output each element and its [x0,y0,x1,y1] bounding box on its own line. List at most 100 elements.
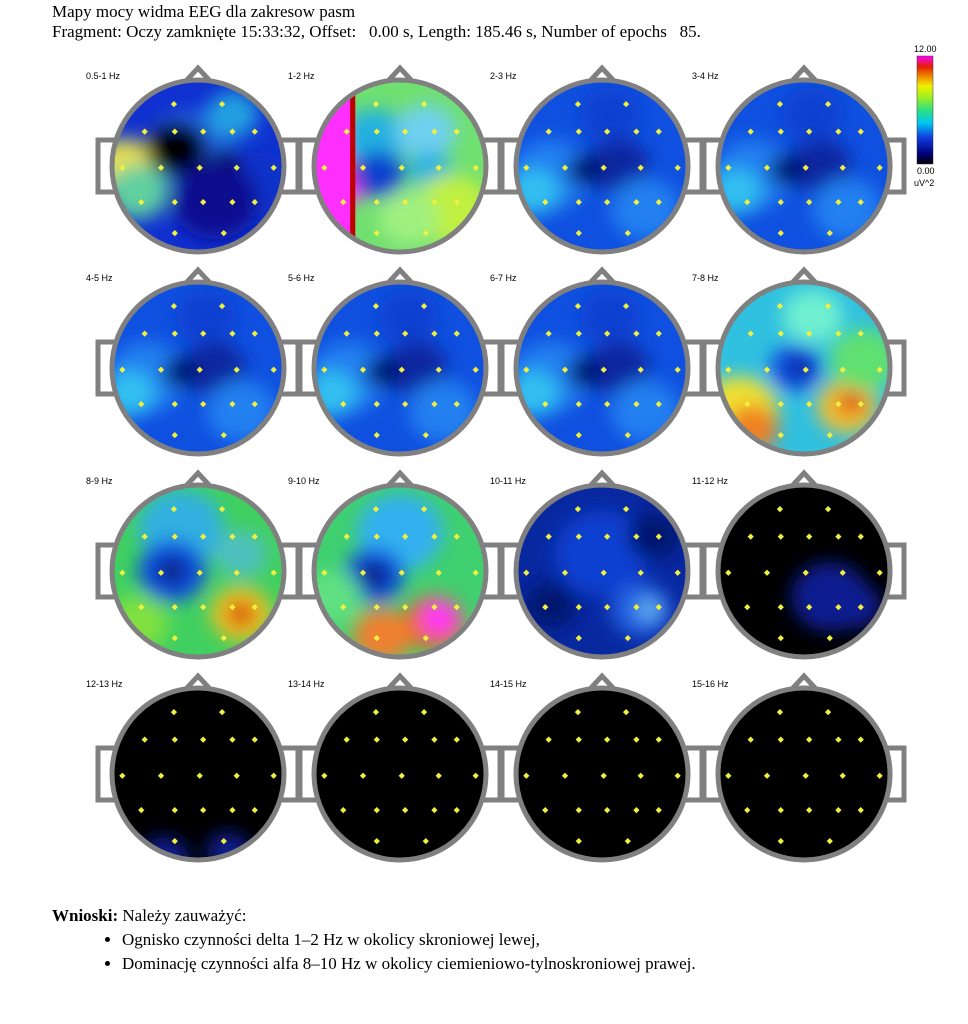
electrode-marker [824,505,832,513]
conclusions-heading: Wnioski: [52,906,119,925]
band-label: 9-10 Hz [288,476,320,486]
electrode-marker [402,401,409,408]
colorbar-min-label: 0.00 [917,166,935,176]
topomap-surface [314,80,486,252]
electrode-marker [196,164,203,171]
electrode-marker [343,128,350,135]
head-outline [311,279,489,457]
topomap-surface [516,80,688,252]
electrode-marker [542,807,549,814]
electrode-marker [835,533,842,540]
left-ear-outline [499,339,520,397]
band-label: 13-14 Hz [288,679,325,689]
electrode-marker [575,604,582,611]
electrode-marker [453,604,460,611]
nose-outline [790,672,818,691]
electrode-marker [575,807,582,814]
electrode-marker [674,569,681,576]
topomap: 1-2 Hz [288,64,503,255]
electrode-marker [574,708,582,716]
conclusions-list: Ognisko czynności delta 1–2 Hz w okolicy… [52,928,932,976]
electrode-marker [744,807,751,814]
left-ear-outline [701,137,722,195]
electrode-marker [876,569,883,576]
electrode-marker [776,505,784,513]
electrode-marker [359,366,367,373]
head-outline [109,77,287,255]
band-label: 5-6 Hz [288,273,315,283]
electrode-marker [600,569,607,576]
electrode-marker [806,533,813,540]
nose-outline [184,469,212,488]
electrode-marker [343,330,350,337]
electrode-marker [170,100,178,108]
topomap: 0.5-1 Hz [86,64,301,255]
electrode-marker [747,533,754,540]
conclusions-intro-text: Należy zauważyć: [118,906,247,925]
electrode-marker [802,569,809,576]
electrode-marker [542,401,549,408]
head-outline [715,279,893,457]
electrode-marker [251,128,258,135]
topomap-surface [112,80,284,252]
electrode-marker [472,366,479,373]
electrode-marker [372,505,380,513]
band-label: 11-12 Hz [692,476,728,486]
electrode-marker [402,128,409,135]
electrode-marker [119,772,126,779]
nose-outline [184,266,212,285]
band-label: 7-8 Hz [692,273,719,283]
left-ear-outline [95,137,116,195]
topomap-surface [718,282,890,454]
electrode-marker [600,772,607,779]
nose-outline [790,64,818,83]
electrode-marker [251,533,258,540]
electrode-marker [453,128,460,135]
electrode-marker [402,604,409,611]
electrode-marker [171,229,178,237]
electrode-marker [453,330,460,337]
electrode-marker [806,604,813,611]
head-outline [715,77,893,255]
head-outline [311,482,489,660]
electrode-marker [196,772,203,779]
electrode-marker [776,302,784,310]
electrode-marker [622,302,630,310]
electrode-marker [523,569,530,576]
conclusions-section: Wnioski: Należy zauważyć: Ognisko czynno… [52,904,932,976]
topomap-surface [718,485,890,657]
electrode-marker [575,533,582,540]
band-label: 2-3 Hz [490,71,517,81]
topomap-surface [718,688,890,860]
topomap-surface [112,485,284,657]
left-ear-outline [297,339,318,397]
electrode-marker [431,128,438,135]
head-outline [715,482,893,660]
electrode-marker [763,772,771,779]
band-label: 6-7 Hz [490,273,517,283]
topomap: 6-7 Hz [490,266,705,457]
electrode-marker [604,401,611,408]
electrode-marker [200,533,207,540]
electrode-marker [251,330,258,337]
conclusion-item: Dominację czynności alfa 8–10 Hz w okoli… [122,952,932,976]
electrode-marker [806,401,813,408]
electrode-marker [171,736,178,743]
electrode-marker [857,401,864,408]
electrode-marker [561,772,569,779]
electrode-marker [622,505,630,513]
electrode-marker [747,736,754,743]
head-outline [109,482,287,660]
electrode-marker [402,330,409,337]
topomap-surface [112,688,284,860]
right-ear-outline [886,137,907,195]
electrode-marker [857,807,864,814]
left-ear-outline [701,339,722,397]
electrode-marker [876,772,883,779]
electrode-marker [200,199,207,206]
electrode-marker [373,604,380,611]
header-fragment-info: Fragment: Oczy zamknięte 15:33:32, Offse… [52,22,701,41]
electrode-marker [575,634,582,642]
topomap: 11-12 Hz [692,469,907,660]
electrode-marker [633,604,640,611]
